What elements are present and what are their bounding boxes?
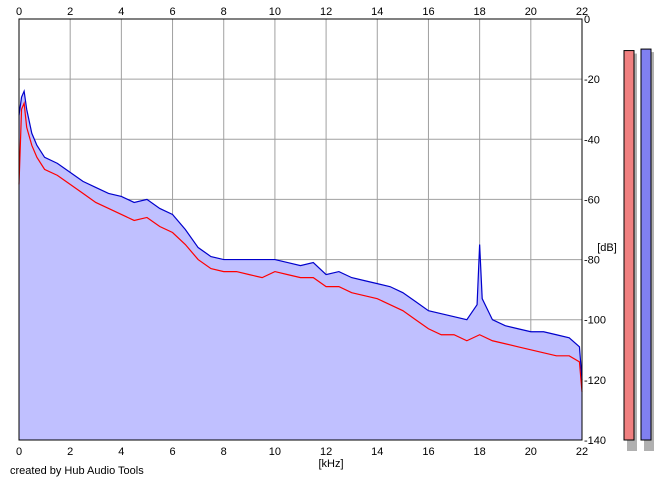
x-tick-label-bottom: 16 [422,446,434,458]
x-tick-label-top: 2 [67,6,73,18]
x-tick-label-bottom: 6 [169,446,175,458]
y-tick-label: 0 [584,14,590,26]
x-tick-label-top: 10 [269,6,281,18]
y-tick-label: -20 [584,74,600,86]
x-tick-label-bottom: 12 [320,446,332,458]
y-axis-unit-label: [dB] [597,242,617,254]
y-tick-label: -120 [584,375,606,387]
x-tick-label-top: 16 [422,6,434,18]
plot-frame [18,18,583,441]
level-meter-bar [623,50,635,441]
x-tick-label-top: 12 [320,6,332,18]
y-tick-label: -60 [584,194,600,206]
x-tick-label-bottom: 14 [371,446,383,458]
x-tick-label-top: 18 [474,6,486,18]
series-lines [18,88,583,392]
x-tick-label-top: 8 [221,6,227,18]
x-tick-label-bottom: 20 [525,446,537,458]
x-tick-label-bottom: 0 [16,446,22,458]
y-tick-label: -80 [584,255,600,267]
y-tick-label: -40 [584,134,600,146]
x-tick-label-bottom: 18 [474,446,486,458]
series-line-red [18,100,583,392]
x-tick-label-top: 4 [118,6,124,18]
x-tick-label-top: 6 [169,6,175,18]
level-meters [623,48,654,451]
x-tick-label-top: 22 [576,6,588,18]
x-tick-label-bottom: 2 [67,446,73,458]
y-tick-label: -100 [584,315,606,327]
x-tick-label-top: 20 [525,6,537,18]
x-tick-label-bottom: 22 [576,446,588,458]
x-tick-label-bottom: 8 [221,446,227,458]
x-tick-label-top: 14 [371,6,383,18]
x-tick-label-bottom: 4 [118,446,124,458]
y-tick-labels: 0 -20 -40 -60 -80 -100 -120 -140 [584,14,606,447]
x-tick-label-bottom: 10 [269,446,281,458]
series-line-blue [18,88,583,380]
y-tick-label: -140 [584,435,606,447]
footer-credit: created by Hub Audio Tools [10,465,144,477]
level-meter-bar [640,48,652,441]
x-axis-unit-label: [kHz] [318,458,343,470]
x-tick-label-top: 0 [16,6,22,18]
